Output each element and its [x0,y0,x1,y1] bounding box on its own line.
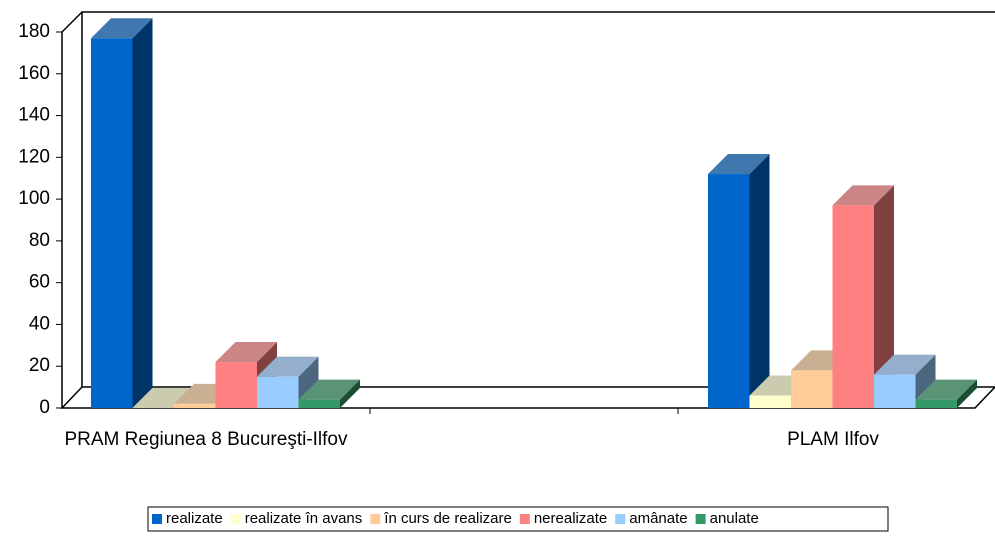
legend-swatch [519,514,530,524]
bar-side [749,154,770,408]
bar-top [832,185,894,206]
y-tick-label: 80 [29,230,50,251]
legend-label: amânate [629,510,687,527]
legend-swatch [152,514,162,524]
y-tick-label: 60 [29,272,50,293]
bar-side [874,185,894,408]
legend [147,506,889,532]
legend-label: realizate în avans [245,510,363,527]
bar [915,379,977,408]
bar [91,18,153,409]
legend-label: în curs de realizare [383,510,512,527]
bar-side [132,18,153,409]
bar-front [708,174,750,408]
y-tick-label: 100 [18,188,50,209]
bar-front [298,399,340,408]
legend-swatch [615,514,626,524]
legend-label: anulate [710,510,759,527]
x-tick-label: PRAM Regiunea 8 Bucureşti-Ilfov [64,429,348,450]
bar [708,154,770,408]
bar-side [957,379,977,408]
bar-top [257,356,319,377]
bar [298,379,360,408]
y-tick-label: 40 [29,313,50,334]
bar-front [832,205,874,408]
bar-top [874,354,936,375]
axis-edge [61,11,83,33]
bar-front [915,399,957,408]
legend-swatch [695,514,706,524]
y-tick-label: 120 [18,146,50,167]
bar-top [298,379,360,400]
bar-front [791,370,833,408]
bar-top [215,342,277,363]
legend-swatch [370,514,381,524]
x-tick-label: PLAM Ilfov [787,429,879,450]
floor [60,386,995,409]
bar-top [915,379,977,400]
bar [832,185,894,408]
bar-front [174,403,216,408]
legend-swatch [230,514,241,524]
y-tick-label: 0 [39,397,50,418]
bar-front [257,376,299,408]
bar-front [749,395,791,408]
bar-top [91,18,153,39]
bar-front [215,362,257,408]
bar-top [708,154,770,175]
bar-side [340,379,360,408]
y-tick-label: 20 [29,355,50,376]
legend-label: nerealizate [534,510,607,527]
bar-front [874,374,916,408]
legend-label: realizate [166,510,223,527]
y-tick-label: 180 [18,21,50,42]
y-tick-label: 140 [18,105,50,126]
bar-front [91,38,133,409]
y-tick-label: 160 [18,63,50,84]
bar [874,354,936,408]
